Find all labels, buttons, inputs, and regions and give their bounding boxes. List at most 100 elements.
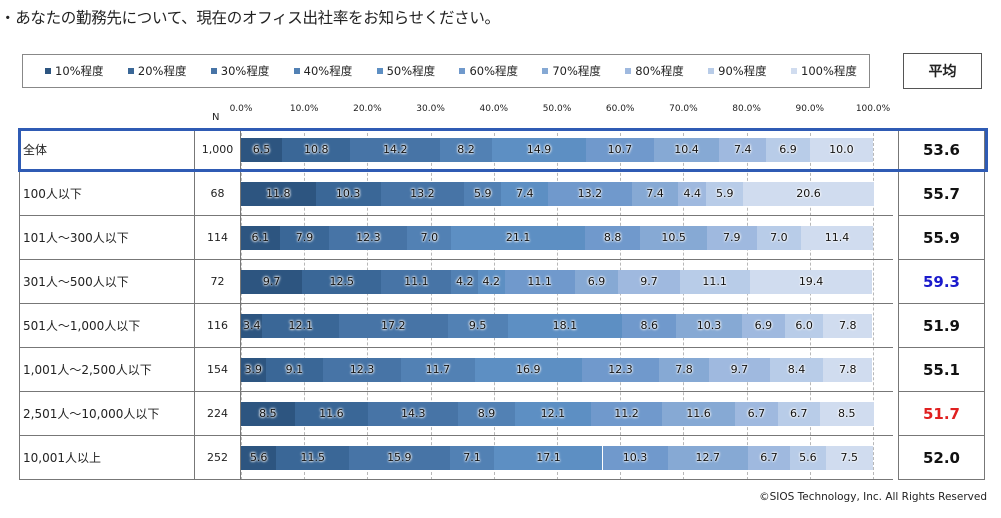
stacked-bar: 8.5 11.6 14.3 8.9 12.1 11.2 11.6 6.7 6.7 8.5 <box>241 402 874 426</box>
bar-segment <box>622 314 677 338</box>
bar-data-label: 5.6 <box>249 451 268 464</box>
row-separator <box>19 303 893 304</box>
bar-data-label: 20.6 <box>796 187 821 200</box>
row-label: 100人以下 <box>23 187 82 201</box>
average-value: 51.7 <box>922 405 960 423</box>
x-tick-label: 100.0% <box>855 104 891 114</box>
bar-data-label: 11.2 <box>614 407 639 420</box>
table-row: 2,501人～10,000人以下 224 8.5 11.6 14.3 8.9 12.1 11.… <box>19 392 893 436</box>
legend-label: 90%程度 <box>718 64 767 78</box>
gridline <box>304 128 306 480</box>
x-tick-label: 30.0% <box>416 104 445 114</box>
bar-data-label: 7.8 <box>838 363 857 376</box>
bar-segment <box>400 358 475 382</box>
bar-data-label: 10.0 <box>829 143 854 156</box>
bar-data-label: 7.9 <box>295 231 314 244</box>
bar-segment <box>241 358 266 382</box>
bar-data-label: 7.8 <box>838 319 857 332</box>
average-separator <box>898 303 985 304</box>
bar-data-label: 11.6 <box>686 407 711 420</box>
bar-segment <box>262 314 339 338</box>
legend-swatch <box>708 68 715 74</box>
bar-data-label: 7.5 <box>840 451 859 464</box>
row-n-count: 68 <box>194 172 241 216</box>
bar-data-label: 3.4 <box>242 319 261 332</box>
bar-data-label: 11.4 <box>824 231 850 244</box>
legend-label: 30%程度 <box>220 64 270 78</box>
bar-segment <box>790 446 826 470</box>
bar-data-label: 6.7 <box>760 451 778 464</box>
x-tick-label: 60.0% <box>605 104 635 114</box>
stacked-bar: 3.4 12.1 17.2 9.5 18.1 8.6 10.3 6.9 6.0 7.8 <box>241 314 873 338</box>
x-tick-label: 90.0% <box>795 104 825 114</box>
bar-segment <box>602 446 668 470</box>
bar-data-label: 14.9 <box>526 143 552 156</box>
legend-swatch <box>376 68 383 74</box>
row-separator <box>19 259 893 260</box>
bar-segment <box>756 226 801 250</box>
legend-label: 80%程度 <box>635 64 684 78</box>
average-separator <box>898 435 985 436</box>
average-header: 平均 <box>903 53 982 89</box>
row-label: 10,001人以上 <box>23 451 101 465</box>
bar-segment <box>265 358 324 382</box>
bar-segment <box>825 446 873 470</box>
table-row: 10,001人以上 252 5.6 11.5 15.9 7.1 17.1 10.3 12.7 6.… <box>19 436 893 480</box>
row-label: 501人～1,000人以下 <box>23 319 141 333</box>
table-row: 101人～300人以下 114 6.1 7.9 12.3 7.0 21.1 8.8 10.5 7.… <box>19 216 893 260</box>
legend-item: 80%程度 <box>625 63 684 79</box>
gridline <box>430 128 432 480</box>
bar-segment <box>440 138 492 162</box>
bar-segment <box>785 314 824 338</box>
legend: 10%程度 20%程度 30%程度 40%程度 50%程度 60%程度 70%程度 80%程度… <box>22 54 870 88</box>
bar-segment <box>478 270 505 294</box>
bar-segment <box>279 226 330 250</box>
bar-segment <box>719 138 767 162</box>
row-label: 全体 <box>23 143 48 157</box>
bar-segment <box>323 358 401 382</box>
bar-segment <box>743 182 874 206</box>
legend-swatch <box>625 68 632 74</box>
bar-data-label: 4.2 <box>482 275 501 288</box>
gridline <box>746 128 748 480</box>
bar-data-label: 5.6 <box>799 451 817 464</box>
bar-segment <box>241 138 283 162</box>
bar-data-label: 8.4 <box>787 363 806 376</box>
row-label: 2,501人～10,000人以下 <box>23 407 160 421</box>
bar-segment <box>464 182 502 206</box>
row-label: 1,001人～2,500人以下 <box>23 363 152 377</box>
bar-segment <box>449 446 495 470</box>
bar-segment <box>574 270 619 294</box>
bar-data-label: 9.1 <box>285 363 304 376</box>
bar-data-label: 14.2 <box>382 143 408 156</box>
bar-segment <box>329 226 408 250</box>
bar-segment <box>241 182 316 206</box>
bar-data-label: 12.3 <box>608 363 633 376</box>
legend-item: 30%程度 <box>210 63 270 79</box>
legend-item: 100%程度 <box>791 63 857 79</box>
bar-data-label: 12.5 <box>329 275 355 288</box>
bar-segment <box>241 446 277 470</box>
bar-data-label: 8.5 <box>838 407 856 420</box>
legend-item: 60%程度 <box>459 63 518 79</box>
gridline <box>873 128 874 480</box>
bar-data-label: 7.4 <box>516 187 534 200</box>
bar-segment <box>741 314 786 338</box>
bar-data-label: 7.4 <box>646 187 664 200</box>
bar-segment <box>349 446 450 470</box>
legend-swatch <box>210 68 217 74</box>
bar-data-label: 11.1 <box>404 275 429 288</box>
bar-segment <box>350 138 441 162</box>
bar-data-label: 4.2 <box>455 275 474 288</box>
bar-data-label: 12.3 <box>349 363 375 376</box>
bar-segment <box>294 402 369 426</box>
bar-segment <box>474 358 582 382</box>
gridline <box>809 128 811 480</box>
x-tick-label: 50.0% <box>542 104 572 114</box>
bar-data-label: 13.2 <box>577 187 603 200</box>
legend-label: 100%程度 <box>801 64 857 78</box>
bar-data-label: 6.0 <box>795 319 813 332</box>
bar-segment <box>494 446 603 470</box>
legend-label: 60%程度 <box>469 64 519 78</box>
stacked-bar: 3.9 9.1 12.3 11.7 16.9 12.3 7.8 9.7 8.4 7.8 <box>241 358 873 382</box>
